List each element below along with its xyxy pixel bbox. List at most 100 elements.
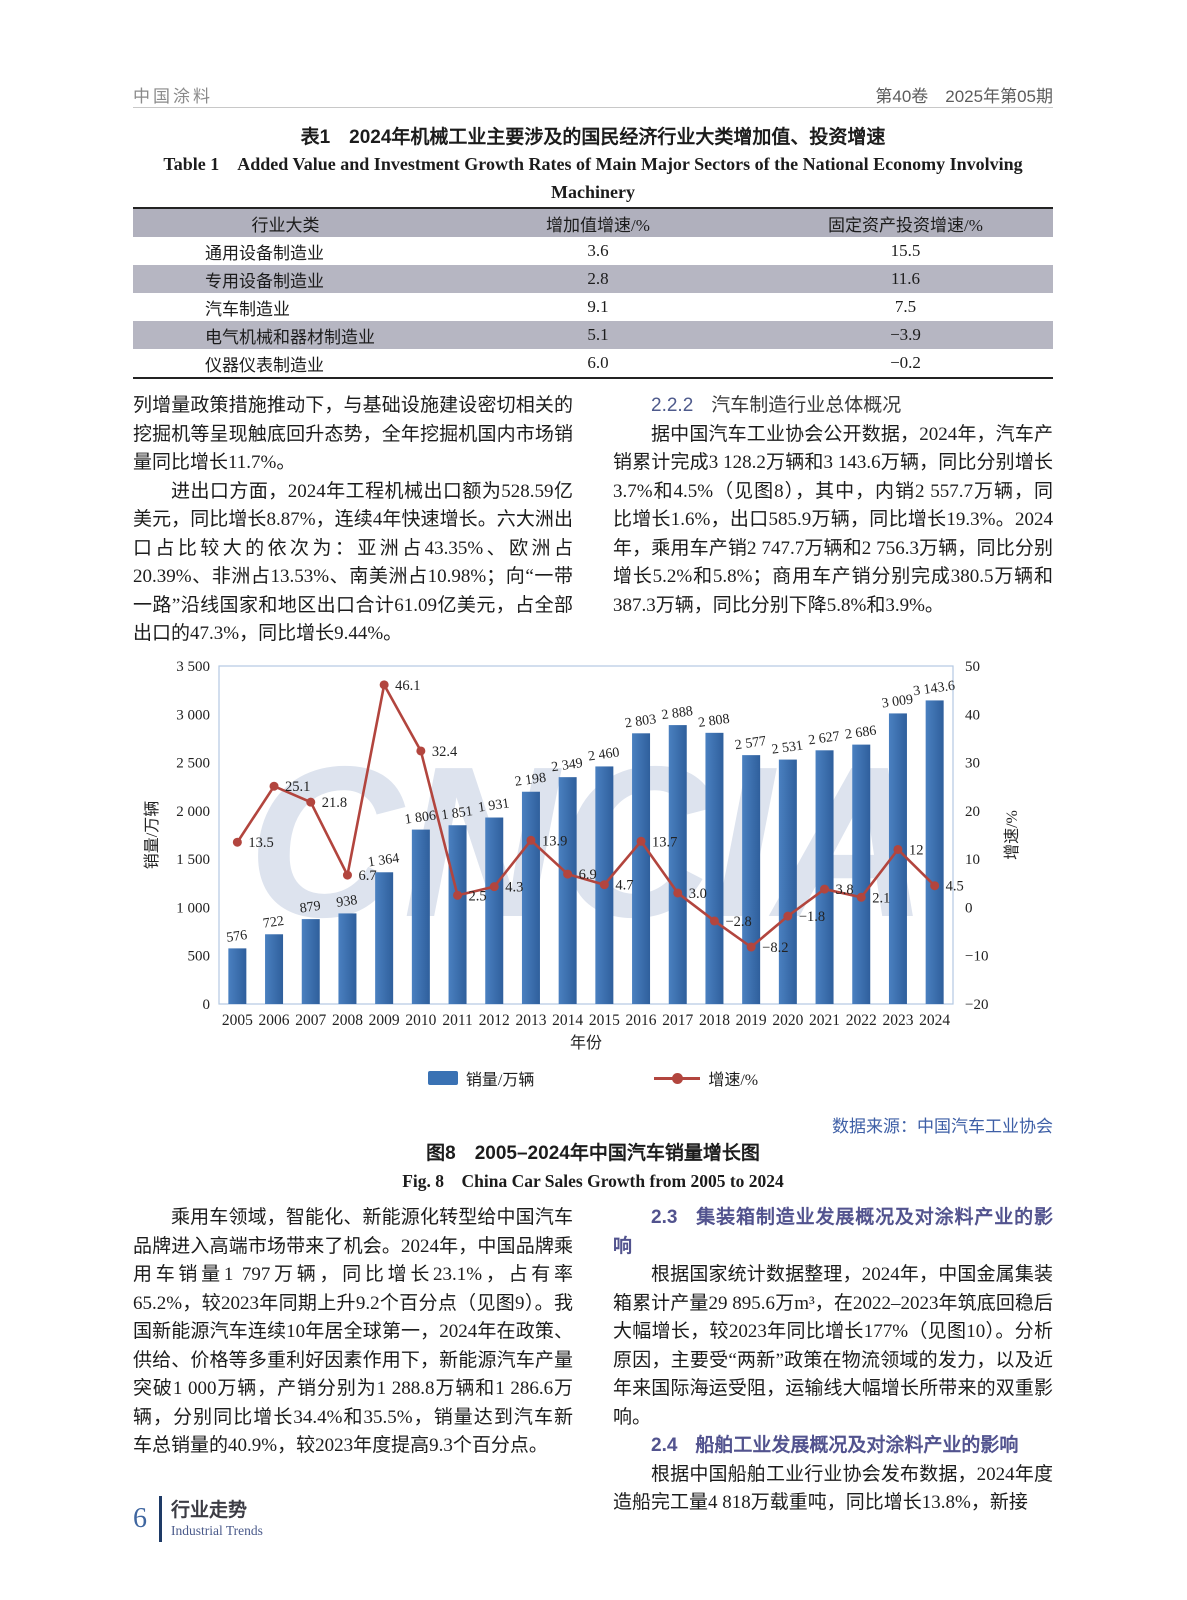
svg-text:−8.2: −8.2 — [762, 940, 788, 956]
header-divider — [133, 107, 1053, 108]
cell-industry: 通用设备制造业 — [205, 243, 324, 263]
svg-text:2006: 2006 — [259, 1012, 290, 1029]
svg-text:500: 500 — [188, 949, 211, 965]
svg-text:40: 40 — [965, 707, 980, 723]
svg-text:2018: 2018 — [699, 1012, 730, 1029]
svg-text:879: 879 — [299, 899, 322, 917]
right-column: 2.2.2 汽车制造行业总体概况 据中国汽车工业协会公开数据，2024年，汽车产销… — [613, 392, 1053, 649]
footer-divider-bar — [159, 1496, 162, 1542]
table-row: 专用设备制造业 2.8 11.6 — [133, 265, 1053, 293]
cell-industry: 仪器仪表制造业 — [205, 355, 324, 375]
svg-text:2 627: 2 627 — [807, 729, 840, 748]
svg-text:2022: 2022 — [846, 1012, 877, 1029]
svg-text:4.5: 4.5 — [946, 879, 964, 895]
line-markers — [232, 680, 940, 952]
svg-text:2 686: 2 686 — [844, 724, 877, 743]
growth-line — [236, 681, 936, 949]
svg-text:10: 10 — [965, 852, 980, 868]
svg-text:4.7: 4.7 — [615, 878, 633, 894]
cell-value: −3.9 — [758, 321, 1053, 349]
svg-text:32.4: 32.4 — [432, 744, 458, 760]
heading-2-3: 2.3 集装箱制造业发展概况及对涂料产业的影响 — [613, 1204, 1053, 1261]
line-labels: 13.5 25.1 21.8 6.7 46.1 32.4 2.5 4.3 13.9 6.9 4.7 1… — [248, 678, 963, 956]
svg-text:2008: 2008 — [332, 1012, 363, 1029]
svg-text:2016: 2016 — [626, 1012, 657, 1029]
svg-text:2 349: 2 349 — [551, 756, 584, 775]
svg-text:2017: 2017 — [662, 1012, 693, 1029]
heading-number: 2.4 — [651, 1435, 678, 1456]
svg-text:576: 576 — [225, 928, 248, 946]
svg-text:1 851: 1 851 — [440, 804, 473, 823]
cell-value: 3.6 — [587, 241, 609, 260]
svg-text:46.1: 46.1 — [395, 678, 420, 694]
svg-text:4.3: 4.3 — [505, 880, 523, 896]
col-header-industry: 行业大类 — [133, 208, 438, 237]
svg-text:13.9: 13.9 — [542, 833, 567, 849]
bars-group — [228, 700, 944, 1004]
heading-2-2-2: 2.2.2 汽车制造行业总体概况 — [613, 392, 1053, 421]
svg-text:1 806: 1 806 — [404, 809, 437, 828]
svg-text:938: 938 — [336, 893, 359, 911]
svg-text:2 531: 2 531 — [771, 738, 804, 757]
svg-text:3 500: 3 500 — [176, 659, 210, 675]
svg-text:增速/%: 增速/% — [1003, 810, 1021, 860]
svg-text:722: 722 — [262, 914, 285, 932]
table1: 行业大类 增加值增速/% 固定资产投资增速/% 通用设备制造业 3.6 15.5 专用… — [133, 207, 1053, 379]
svg-text:50: 50 — [965, 659, 980, 675]
watermark: CNCIA — [247, 721, 929, 962]
svg-text:2 500: 2 500 — [176, 756, 210, 772]
svg-text:2 888: 2 888 — [661, 704, 694, 723]
journal-name: 中国涂料 — [133, 87, 213, 106]
table-row: 通用设备制造业 3.6 15.5 — [133, 237, 1053, 265]
issue-info: 第40卷 2025年第05期 — [875, 87, 1053, 106]
svg-text:2009: 2009 — [369, 1012, 400, 1029]
cell-value: 9.1 — [587, 297, 609, 316]
svg-text:2 577: 2 577 — [734, 734, 767, 753]
svg-text:21.8: 21.8 — [322, 795, 347, 811]
svg-text:2024: 2024 — [919, 1012, 950, 1029]
figure8-caption-zh: 图8 2005–2024年中国汽车销量增长图 — [426, 1143, 760, 1164]
paragraph: 乘用车领域，智能化、新能源化转型给中国汽车品牌进入高端市场带来了机会。2024年… — [133, 1207, 573, 1456]
svg-text:2005: 2005 — [222, 1012, 253, 1029]
svg-text:−10: −10 — [965, 949, 988, 965]
heading-2-4: 2.4 船舶工业发展概况及对涂料产业的影响 — [613, 1432, 1053, 1461]
svg-text:20: 20 — [965, 804, 980, 820]
cell-value: 5.1 — [438, 321, 758, 349]
table1-title-zh: 表1 2024年机械工业主要涉及的国民经济行业大类增加值、投资增速 — [300, 127, 886, 148]
svg-text:3 000: 3 000 — [176, 707, 210, 723]
col-header-investment: 固定资产投资增速/% — [758, 208, 1053, 237]
page-footer: 6 行业走势 Industrial Trends — [133, 1496, 263, 1542]
table-row: 汽车制造业 9.1 7.5 — [133, 293, 1053, 321]
svg-text:13.7: 13.7 — [652, 834, 677, 850]
plot-border — [218, 665, 954, 1005]
table1-title-en-line1: Table 1 Added Value and Investment Growt… — [163, 154, 1023, 202]
data-source-note: 数据来源：中国汽车工业协会 — [832, 1117, 1053, 1136]
table-row: 仪器仪表制造业 6.0 −0.2 — [133, 349, 1053, 378]
cell-value: 7.5 — [894, 297, 917, 316]
svg-text:6.9: 6.9 — [579, 867, 597, 883]
svg-text:2019: 2019 — [736, 1012, 767, 1029]
footer-section-en: Industrial Trends — [171, 1522, 263, 1538]
svg-text:2023: 2023 — [882, 1012, 913, 1029]
svg-text:0: 0 — [203, 997, 211, 1013]
svg-text:2021: 2021 — [809, 1012, 840, 1029]
svg-text:6.7: 6.7 — [358, 868, 376, 884]
cell-value: 11.6 — [758, 265, 1053, 293]
cell-value: 2.8 — [438, 265, 758, 293]
svg-text:2 460: 2 460 — [587, 745, 620, 764]
paragraph: 根据中国船舶工业行业协会发布数据，2024年度造船完工量4 818万载重吨，同比… — [613, 1463, 1053, 1514]
svg-text:13.5: 13.5 — [248, 835, 273, 851]
figure8-caption-en: Fig. 8 China Car Sales Growth from 2005 … — [402, 1171, 784, 1191]
svg-text:−20: −20 — [965, 997, 988, 1013]
svg-text:2010: 2010 — [405, 1012, 436, 1029]
svg-text:1 931: 1 931 — [477, 796, 510, 815]
table1-body: 通用设备制造业 3.6 15.5 专用设备制造业 2.8 11.6 汽车制造业 9.1 7.5 电… — [133, 237, 1053, 378]
svg-text:2 000: 2 000 — [176, 804, 210, 820]
svg-text:2 198: 2 198 — [514, 771, 547, 790]
cell-industry: 电气机械和器材制造业 — [133, 321, 438, 349]
cell-industry: 汽车制造业 — [205, 299, 290, 319]
legend-label-sales: 销量/万辆 — [465, 1072, 535, 1089]
heading-text: 集装箱制造业发展概况及对涂料产业的影响 — [613, 1207, 1053, 1257]
